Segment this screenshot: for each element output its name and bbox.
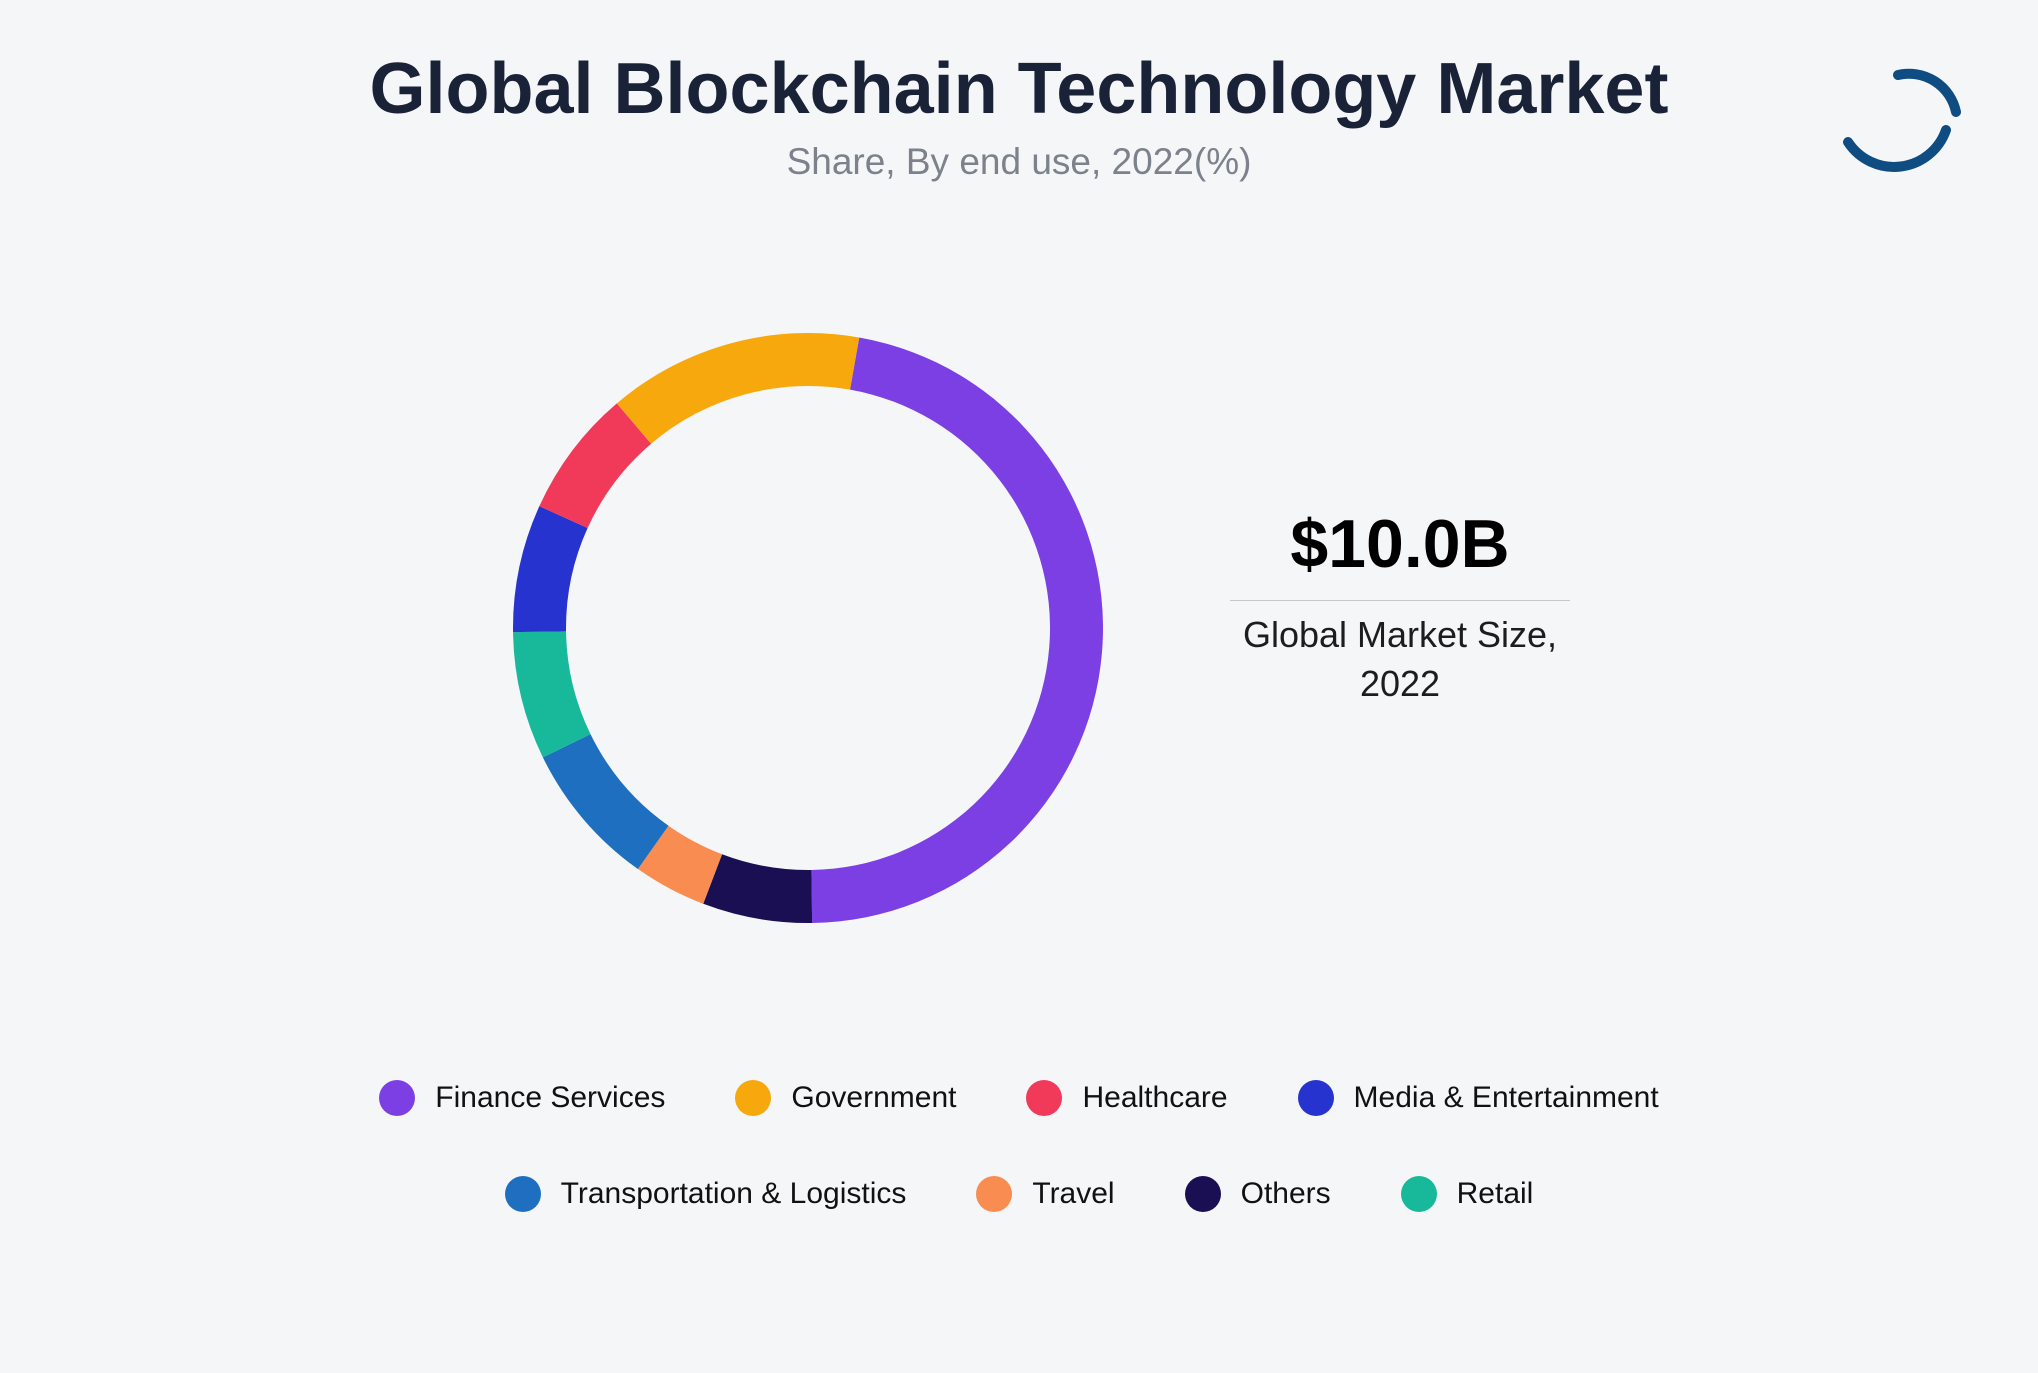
legend-item: Travel: [976, 1176, 1114, 1212]
donut-segment: [617, 333, 859, 444]
donut-chart-segments: [513, 333, 1103, 923]
legend-swatch-icon: [1026, 1080, 1062, 1116]
legend-item: Transportation & Logistics: [505, 1176, 907, 1212]
legend-swatch-icon: [379, 1080, 415, 1116]
legend-item: Government: [735, 1080, 956, 1116]
legend-swatch-icon: [1298, 1080, 1334, 1116]
legend-item: Others: [1185, 1176, 1331, 1212]
legend-label: Healthcare: [1082, 1081, 1227, 1115]
legend-swatch-icon: [505, 1176, 541, 1212]
legend-item: Finance Services: [379, 1080, 665, 1116]
legend-label: Government: [791, 1081, 956, 1115]
donut-segment: [543, 734, 669, 869]
market-size-label: Global Market Size, 2022: [1230, 611, 1570, 708]
legend-item: Retail: [1401, 1176, 1534, 1212]
legend-label: Media & Entertainment: [1354, 1081, 1659, 1115]
legend-label: Others: [1241, 1177, 1331, 1211]
page: Global Blockchain Technology Market Shar…: [0, 0, 2038, 1373]
legend-swatch-icon: [976, 1176, 1012, 1212]
legend-row: Transportation & Logistics Travel Others Re…: [505, 1176, 1534, 1212]
legend-label: Retail: [1457, 1177, 1534, 1211]
legend-row: Finance Services Government Healthcare Medi…: [379, 1080, 1658, 1116]
donut-segment: [811, 337, 1103, 922]
legend-label: Travel: [1032, 1177, 1114, 1211]
legend-swatch-icon: [1185, 1176, 1221, 1212]
legend-swatch-icon: [735, 1080, 771, 1116]
legend-label: Transportation & Logistics: [561, 1177, 907, 1211]
market-size-label-line1: Global Market Size,: [1243, 614, 1557, 655]
donut-segment: [513, 506, 588, 632]
market-size-label-line2: 2022: [1360, 663, 1440, 704]
legend: Finance Services Government Healthcare Medi…: [0, 1080, 2038, 1212]
legend-label: Finance Services: [435, 1081, 665, 1115]
legend-swatch-icon: [1401, 1176, 1437, 1212]
legend-item: Healthcare: [1026, 1080, 1227, 1116]
donut-segment: [703, 854, 812, 923]
market-size-value: $10.0B: [1230, 510, 1570, 578]
market-size-divider: [1230, 600, 1570, 601]
legend-item: Media & Entertainment: [1298, 1080, 1659, 1116]
market-size-callout: $10.0B Global Market Size, 2022: [1230, 510, 1570, 708]
donut-segment: [513, 631, 590, 757]
